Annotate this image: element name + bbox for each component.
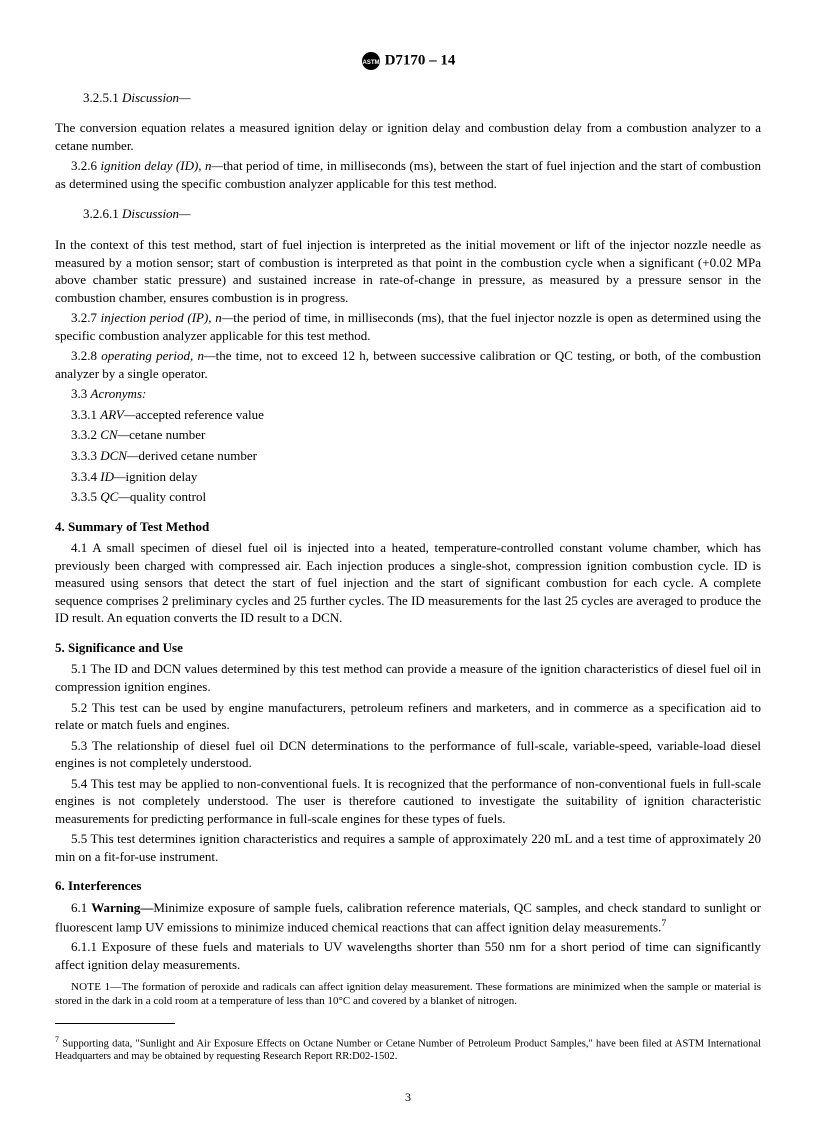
clause-3.3.2: 3.3.2 CN—cetane number — [55, 426, 761, 444]
clause-5.3: 5.3 The relationship of diesel fuel oil … — [55, 737, 761, 772]
footnote-7: 7 Supporting data, "Sunlight and Air Exp… — [55, 1035, 761, 1064]
clause-6.1.1: 6.1.1 Exposure of these fuels and materi… — [55, 938, 761, 973]
footnote-separator — [55, 1023, 175, 1024]
clause-3.2.7: 3.2.7 injection period (IP), n—the perio… — [55, 309, 761, 344]
clause-3.2.5.1-heading: 3.2.5.1 Discussion— — [55, 89, 761, 107]
clause-3.3.4: 3.3.4 ID—ignition delay — [55, 468, 761, 486]
section-4-heading: 4. Summary of Test Method — [55, 518, 761, 536]
clause-3.3.5: 3.3.5 QC—quality control — [55, 488, 761, 506]
clause-4.1: 4.1 A small specimen of diesel fuel oil … — [55, 539, 761, 627]
clause-5.4: 5.4 This test may be applied to non-conv… — [55, 775, 761, 828]
clause-6.1: 6.1 Warning—Minimize exposure of sample … — [55, 899, 761, 935]
note-1: NOTE 1—The formation of peroxide and rad… — [55, 980, 761, 1010]
clause-3.2.8: 3.2.8 operating period, n—the time, not … — [55, 347, 761, 382]
section-6-heading: 6. Interferences — [55, 877, 761, 895]
section-5-heading: 5. Significance and Use — [55, 639, 761, 657]
standard-number: D7170 – 14 — [385, 52, 456, 68]
document-page: ASTM D7170 – 14 3.2.5.1 Discussion— The … — [0, 0, 816, 1148]
clause-3.2.6: 3.2.6 ignition delay (ID), n—that period… — [55, 157, 761, 192]
clause-3.2.6.1-text: In the context of this test method, star… — [55, 236, 761, 306]
page-number: 3 — [55, 1089, 761, 1105]
clause-3.3.1: 3.3.1 ARV—accepted reference value — [55, 406, 761, 424]
clause-5.2: 5.2 This test can be used by engine manu… — [55, 699, 761, 734]
footnote-ref-7: 7 — [661, 918, 666, 929]
clause-3.2.5.1-text: The conversion equation relates a measur… — [55, 119, 761, 154]
clause-5.1: 5.1 The ID and DCN values determined by … — [55, 660, 761, 695]
clause-5.5: 5.5 This test determines ignition charac… — [55, 830, 761, 865]
clause-3.3: 3.3 Acronyms: — [55, 385, 761, 403]
svg-text:ASTM: ASTM — [362, 60, 379, 66]
page-header: ASTM D7170 – 14 — [55, 50, 761, 71]
clause-3.3.3: 3.3.3 DCN—derived cetane number — [55, 447, 761, 465]
clause-3.2.6.1-heading: 3.2.6.1 Discussion— — [55, 205, 761, 223]
astm-logo-icon: ASTM — [361, 51, 381, 71]
